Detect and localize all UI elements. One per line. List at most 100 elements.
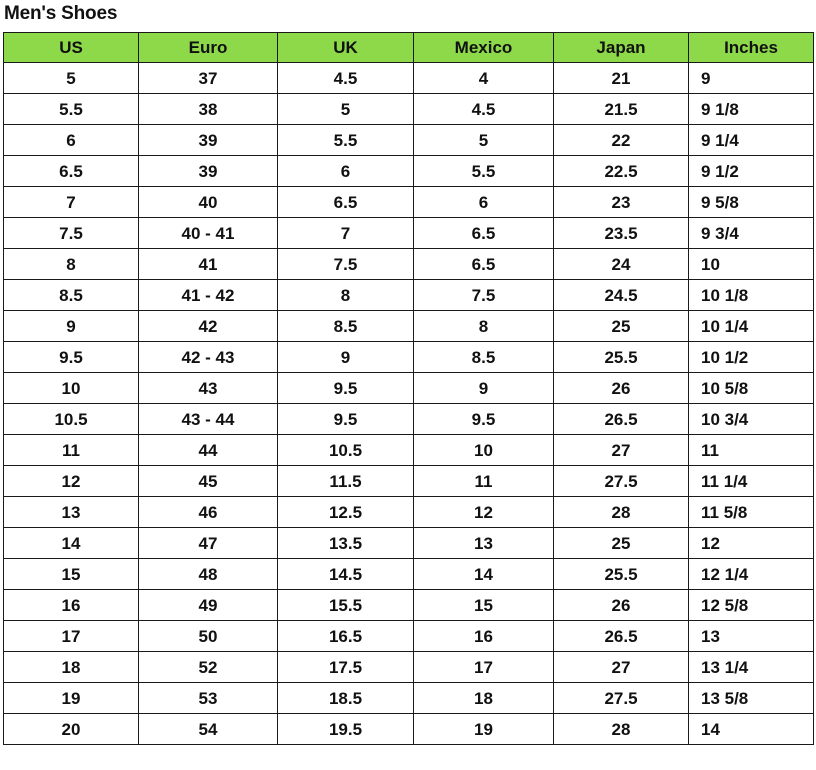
cell-us: 5.5 bbox=[3, 93, 139, 125]
table-body: 5 37 4.5 4 21 9 5.5 38 5 4.5 21.5 9 1/8 6 39 5.5 5 22 9 1… bbox=[3, 62, 814, 745]
cell-mexico: 6.5 bbox=[413, 217, 554, 249]
cell-mexico: 12 bbox=[413, 496, 554, 528]
cell-japan: 22 bbox=[553, 124, 689, 156]
cell-euro: 40 - 41 bbox=[138, 217, 278, 249]
cell-mexico: 15 bbox=[413, 589, 554, 621]
cell-euro: 41 bbox=[138, 248, 278, 280]
cell-japan: 26 bbox=[553, 589, 689, 621]
cell-uk: 9.5 bbox=[277, 403, 414, 435]
column-header-inches: Inches bbox=[688, 32, 814, 63]
cell-inches: 10 bbox=[688, 248, 814, 280]
table-header: US Euro UK Mexico Japan Inches bbox=[3, 32, 814, 63]
cell-euro: 41 - 42 bbox=[138, 279, 278, 311]
cell-uk: 8.5 bbox=[277, 310, 414, 342]
cell-mexico: 4.5 bbox=[413, 93, 554, 125]
cell-us: 12 bbox=[3, 465, 139, 497]
cell-us: 5 bbox=[3, 62, 139, 94]
cell-us: 18 bbox=[3, 651, 139, 683]
cell-uk: 5.5 bbox=[277, 124, 414, 156]
cell-inches: 11 1/4 bbox=[688, 465, 814, 497]
cell-uk: 6 bbox=[277, 155, 414, 187]
cell-uk: 12.5 bbox=[277, 496, 414, 528]
cell-inches: 9 1/2 bbox=[688, 155, 814, 187]
cell-us: 19 bbox=[3, 682, 139, 714]
cell-mexico: 17 bbox=[413, 651, 554, 683]
cell-mexico: 8.5 bbox=[413, 341, 554, 373]
cell-inches: 9 1/4 bbox=[688, 124, 814, 156]
table-row: 10.5 43 - 44 9.5 9.5 26.5 10 3/4 bbox=[3, 403, 814, 435]
cell-euro: 45 bbox=[138, 465, 278, 497]
cell-euro: 39 bbox=[138, 155, 278, 187]
cell-uk: 7 bbox=[277, 217, 414, 249]
cell-japan: 24.5 bbox=[553, 279, 689, 311]
cell-inches: 9 5/8 bbox=[688, 186, 814, 218]
cell-us: 6.5 bbox=[3, 155, 139, 187]
cell-inches: 13 5/8 bbox=[688, 682, 814, 714]
cell-uk: 13.5 bbox=[277, 527, 414, 559]
cell-japan: 27.5 bbox=[553, 682, 689, 714]
cell-uk: 16.5 bbox=[277, 620, 414, 652]
table-row: 8.5 41 - 42 8 7.5 24.5 10 1/8 bbox=[3, 279, 814, 311]
cell-uk: 9.5 bbox=[277, 372, 414, 404]
cell-mexico: 6 bbox=[413, 186, 554, 218]
table-header-row: US Euro UK Mexico Japan Inches bbox=[3, 32, 814, 63]
cell-japan: 24 bbox=[553, 248, 689, 280]
cell-us: 7 bbox=[3, 186, 139, 218]
cell-mexico: 8 bbox=[413, 310, 554, 342]
cell-japan: 26 bbox=[553, 372, 689, 404]
cell-japan: 26.5 bbox=[553, 403, 689, 435]
cell-us: 7.5 bbox=[3, 217, 139, 249]
cell-japan: 26.5 bbox=[553, 620, 689, 652]
column-header-uk: UK bbox=[277, 32, 414, 63]
table-row: 14 47 13.5 13 25 12 bbox=[3, 527, 814, 559]
cell-euro: 42 - 43 bbox=[138, 341, 278, 373]
cell-us: 8 bbox=[3, 248, 139, 280]
cell-uk: 17.5 bbox=[277, 651, 414, 683]
table-row: 12 45 11.5 11 27.5 11 1/4 bbox=[3, 465, 814, 497]
table-row: 18 52 17.5 17 27 13 1/4 bbox=[3, 651, 814, 683]
cell-us: 9 bbox=[3, 310, 139, 342]
cell-japan: 28 bbox=[553, 713, 689, 745]
cell-inches: 10 3/4 bbox=[688, 403, 814, 435]
cell-japan: 25.5 bbox=[553, 558, 689, 590]
column-header-mexico: Mexico bbox=[413, 32, 554, 63]
cell-japan: 21 bbox=[553, 62, 689, 94]
cell-us: 9.5 bbox=[3, 341, 139, 373]
cell-japan: 27.5 bbox=[553, 465, 689, 497]
cell-euro: 40 bbox=[138, 186, 278, 218]
cell-us: 15 bbox=[3, 558, 139, 590]
table-row: 13 46 12.5 12 28 11 5/8 bbox=[3, 496, 814, 528]
cell-us: 14 bbox=[3, 527, 139, 559]
table-row: 17 50 16.5 16 26.5 13 bbox=[3, 620, 814, 652]
cell-mexico: 11 bbox=[413, 465, 554, 497]
page-title: Men's Shoes bbox=[4, 3, 118, 24]
table-row: 5.5 38 5 4.5 21.5 9 1/8 bbox=[3, 93, 814, 125]
table-row: 15 48 14.5 14 25.5 12 1/4 bbox=[3, 558, 814, 590]
table-row: 20 54 19.5 19 28 14 bbox=[3, 713, 814, 745]
cell-euro: 44 bbox=[138, 434, 278, 466]
cell-inches: 9 3/4 bbox=[688, 217, 814, 249]
cell-inches: 12 bbox=[688, 527, 814, 559]
cell-japan: 27 bbox=[553, 651, 689, 683]
table-row: 6 39 5.5 5 22 9 1/4 bbox=[3, 124, 814, 156]
cell-mexico: 10 bbox=[413, 434, 554, 466]
cell-uk: 7.5 bbox=[277, 248, 414, 280]
cell-inches: 10 1/8 bbox=[688, 279, 814, 311]
table-row: 9.5 42 - 43 9 8.5 25.5 10 1/2 bbox=[3, 341, 814, 373]
cell-euro: 50 bbox=[138, 620, 278, 652]
cell-uk: 6.5 bbox=[277, 186, 414, 218]
cell-inches: 13 bbox=[688, 620, 814, 652]
cell-euro: 43 bbox=[138, 372, 278, 404]
cell-mexico: 6.5 bbox=[413, 248, 554, 280]
column-header-euro: Euro bbox=[138, 32, 278, 63]
cell-euro: 42 bbox=[138, 310, 278, 342]
shoe-size-conversion-table: US Euro UK Mexico Japan Inches 5 37 4.5 4 21… bbox=[3, 32, 814, 745]
cell-uk: 5 bbox=[277, 93, 414, 125]
cell-inches: 12 5/8 bbox=[688, 589, 814, 621]
cell-us: 6 bbox=[3, 124, 139, 156]
cell-mexico: 7.5 bbox=[413, 279, 554, 311]
column-header-us: US bbox=[3, 32, 139, 63]
cell-us: 10 bbox=[3, 372, 139, 404]
cell-euro: 46 bbox=[138, 496, 278, 528]
